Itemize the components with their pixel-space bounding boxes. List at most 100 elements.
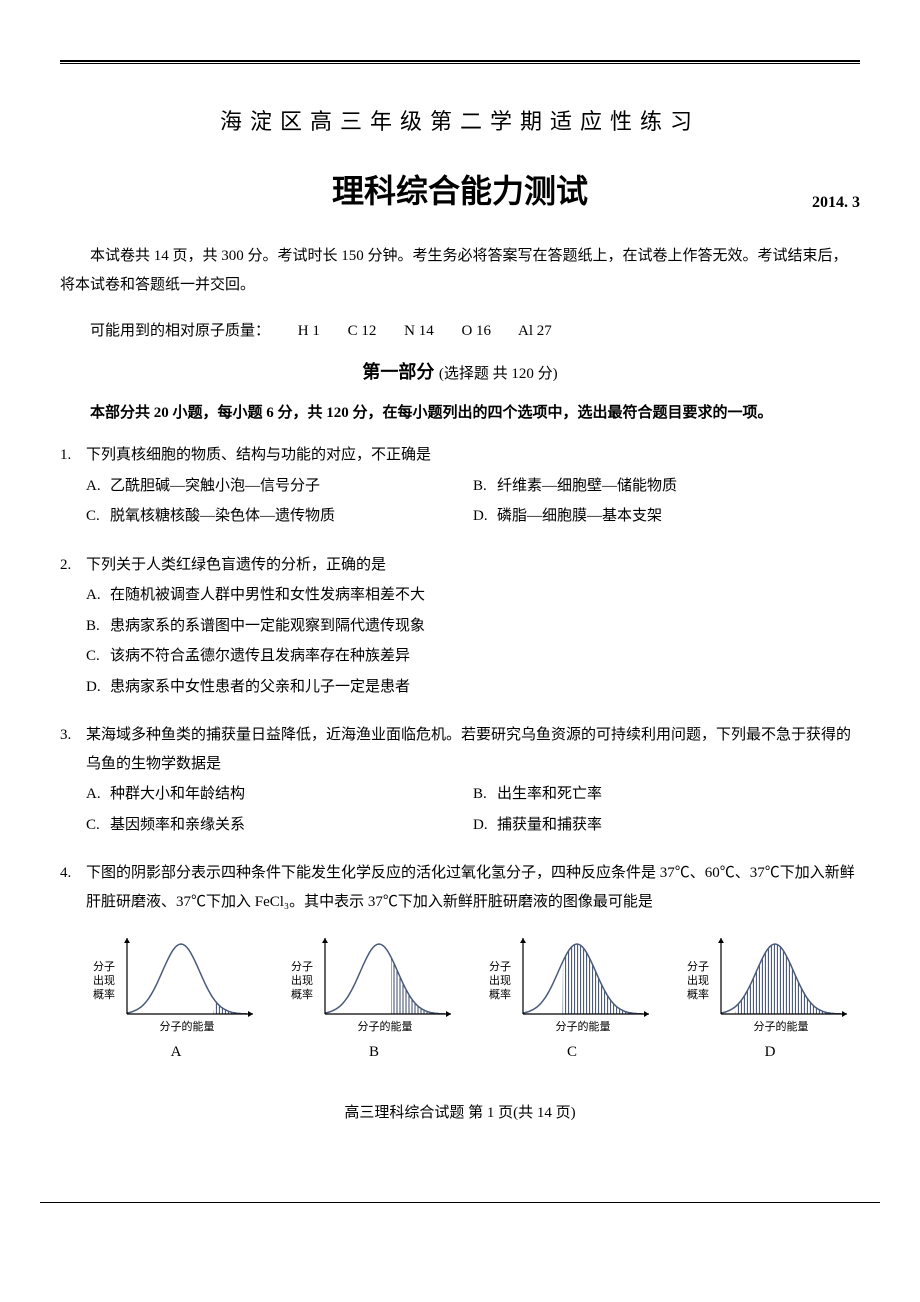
option-text: 脱氧核糖核酸—染色体—遗传物质 [110, 508, 335, 524]
option-label: C. [86, 502, 110, 531]
svg-text:出现: 出现 [489, 973, 511, 987]
options-row: D.患病家系中女性患者的父亲和儿子一定是患者 [86, 673, 860, 702]
chart-option: 分子 出现 概率 分子的能量 D [680, 926, 860, 1067]
svg-text:概率: 概率 [93, 987, 115, 1001]
exam-main-title-text: 理科综合能力测试 [332, 173, 588, 209]
question: 1.下列真核细胞的物质、结构与功能的对应，不正确是A.乙酰胆碱—突触小泡—信号分… [60, 441, 860, 531]
chart-C: 分子 出现 概率 分子的能量 [487, 926, 657, 1036]
options-row: A.在随机被调查人群中男性和女性发病率相差不大 [86, 581, 860, 610]
options-row: B.患病家系的系谱图中一定能观察到隔代遗传现象 [86, 612, 860, 641]
option: A.在随机被调查人群中男性和女性发病率相差不大 [86, 581, 860, 610]
option-label: B. [86, 612, 110, 641]
svg-text:概率: 概率 [489, 987, 511, 1001]
bottom-rule [40, 1202, 880, 1203]
atomic-mass-item: Al 27 [518, 323, 552, 339]
page-container: 海淀区高三年级第二学期适应性练习 理科综合能力测试 2014. 3 本试卷共 1… [0, 0, 920, 1162]
option: A.种群大小和年龄结构 [86, 780, 473, 809]
chart-option: 分子 出现 概率 分子的能量 C [482, 926, 662, 1067]
atomic-mass-label: 可能用到的相对原子质量： [90, 323, 270, 339]
option: A.乙酰胆碱—突触小泡—信号分子 [86, 472, 473, 501]
question-number: 2. [60, 551, 86, 580]
chart-D: 分子 出现 概率 分子的能量 [685, 926, 855, 1036]
atomic-mass-item: O 16 [461, 323, 491, 339]
chart-xlabel: 分子的能量 [556, 1019, 611, 1033]
option-label: C. [86, 811, 110, 840]
question: 4.下图的阴影部分表示四种条件下能发生化学反应的活化过氧化氢分子，四种反应条件是… [60, 859, 860, 1071]
option: D.捕获量和捕获率 [473, 811, 860, 840]
exam-date: 2014. 3 [812, 194, 860, 212]
atomic-mass-item: C 12 [348, 323, 377, 339]
option: C.该病不符合孟德尔遗传且发病率存在种族差异 [86, 642, 860, 671]
question-number: 4. [60, 859, 86, 916]
section-paren: (选择题 共 120 分) [439, 366, 558, 382]
chart-option-label: B [369, 1038, 379, 1067]
option: D.磷脂—细胞膜—基本支架 [473, 502, 860, 531]
charts-row: 分子 出现 概率 分子的能量 A 分子 出现 概率 分子的能量 B 分子 出现 … [60, 916, 860, 1071]
chart-A: 分子 出现 概率 分子的能量 [91, 926, 261, 1036]
options-row: A.乙酰胆碱—突触小泡—信号分子B.纤维素—细胞壁—储能物质 [86, 472, 860, 501]
options-row: C.脱氧核糖核酸—染色体—遗传物质D.磷脂—细胞膜—基本支架 [86, 502, 860, 531]
atomic-mass-line: 可能用到的相对原子质量： H 1 C 12 N 14 O 16 Al 27 [60, 319, 860, 340]
option-text: 磷脂—细胞膜—基本支架 [497, 508, 662, 524]
chart-ylabel: 分子 [291, 960, 313, 973]
options-row: C.该病不符合孟德尔遗传且发病率存在种族差异 [86, 642, 860, 671]
chart-option-label: C [567, 1038, 577, 1067]
question-text: 下图的阴影部分表示四种条件下能发生化学反应的活化过氧化氢分子，四种反应条件是 3… [86, 859, 860, 916]
option-text: 纤维素—细胞壁—储能物质 [497, 478, 677, 494]
option-text: 种群大小和年龄结构 [110, 786, 245, 802]
atomic-mass-item: N 14 [404, 323, 434, 339]
svg-text:出现: 出现 [93, 973, 115, 987]
svg-text:概率: 概率 [687, 987, 709, 1001]
option-label: A. [86, 472, 110, 501]
chart-xlabel: 分子的能量 [358, 1019, 413, 1033]
option-text: 患病家系的系谱图中一定能观察到隔代遗传现象 [110, 618, 425, 634]
section-instructions: 本部分共 20 小题，每小题 6 分，共 120 分，在每小题列出的四个选项中，… [60, 400, 860, 427]
option-label: D. [473, 502, 497, 531]
option-text: 捕获量和捕获率 [497, 817, 602, 833]
section-header: 第一部分 (选择题 共 120 分) [60, 358, 860, 384]
exam-district-title: 海淀区高三年级第二学期适应性练习 [60, 104, 860, 136]
svg-text:出现: 出现 [687, 973, 709, 987]
option: C.基因频率和亲缘关系 [86, 811, 473, 840]
chart-xlabel: 分子的能量 [160, 1019, 215, 1033]
option: B.患病家系的系谱图中一定能观察到隔代遗传现象 [86, 612, 860, 641]
option-text: 该病不符合孟德尔遗传且发病率存在种族差异 [110, 648, 410, 664]
questions-root: 1.下列真核细胞的物质、结构与功能的对应，不正确是A.乙酰胆碱—突触小泡—信号分… [60, 441, 860, 1071]
chart-xlabel: 分子的能量 [754, 1019, 809, 1033]
option: C.脱氧核糖核酸—染色体—遗传物质 [86, 502, 473, 531]
top-rule [60, 60, 860, 64]
chart-option: 分子 出现 概率 分子的能量 A [86, 926, 266, 1067]
question-stem: 3.某海域多种鱼类的捕获量日益降低，近海渔业面临危机。若要研究乌鱼资源的可持续利… [60, 721, 860, 778]
option-label: A. [86, 780, 110, 809]
options-row: A.种群大小和年龄结构B.出生率和死亡率 [86, 780, 860, 809]
options-block: A.在随机被调查人群中男性和女性发病率相差不大B.患病家系的系谱图中一定能观察到… [60, 581, 860, 701]
page-footer: 高三理科综合试题 第 1 页(共 14 页) [60, 1101, 860, 1122]
option-label: A. [86, 581, 110, 610]
question-stem: 1.下列真核细胞的物质、结构与功能的对应，不正确是 [60, 441, 860, 470]
option: B.出生率和死亡率 [473, 780, 860, 809]
option-text: 患病家系中女性患者的父亲和儿子一定是患者 [110, 679, 410, 695]
options-block: A.种群大小和年龄结构B.出生率和死亡率C.基因频率和亲缘关系D.捕获量和捕获率 [60, 780, 860, 839]
chart-B: 分子 出现 概率 分子的能量 [289, 926, 459, 1036]
option-text: 在随机被调查人群中男性和女性发病率相差不大 [110, 587, 425, 603]
exam-intro: 本试卷共 14 页，共 300 分。考试时长 150 分钟。考生务必将答案写在答… [60, 242, 860, 299]
option-label: B. [473, 780, 497, 809]
question: 3.某海域多种鱼类的捕获量日益降低，近海渔业面临危机。若要研究乌鱼资源的可持续利… [60, 721, 860, 839]
option-text: 乙酰胆碱—突触小泡—信号分子 [110, 478, 320, 494]
atomic-mass-item: H 1 [298, 323, 320, 339]
question-number: 1. [60, 441, 86, 470]
options-block: A.乙酰胆碱—突触小泡—信号分子B.纤维素—细胞壁—储能物质C.脱氧核糖核酸—染… [60, 472, 860, 531]
svg-text:概率: 概率 [291, 987, 313, 1001]
question-text: 下列真核细胞的物质、结构与功能的对应，不正确是 [86, 441, 860, 470]
section-label: 第一部分 [362, 362, 434, 382]
question-text: 某海域多种鱼类的捕获量日益降低，近海渔业面临危机。若要研究乌鱼资源的可持续利用问… [86, 721, 860, 778]
question-number: 3. [60, 721, 86, 778]
chart-ylabel: 分子 [489, 960, 511, 973]
question-stem: 4.下图的阴影部分表示四种条件下能发生化学反应的活化过氧化氢分子，四种反应条件是… [60, 859, 860, 916]
option-text: 出生率和死亡率 [497, 786, 602, 802]
option: B.纤维素—细胞壁—储能物质 [473, 472, 860, 501]
option-text: 基因频率和亲缘关系 [110, 817, 245, 833]
option-label: D. [86, 673, 110, 702]
exam-main-title: 理科综合能力测试 2014. 3 [60, 166, 860, 212]
option-label: B. [473, 472, 497, 501]
